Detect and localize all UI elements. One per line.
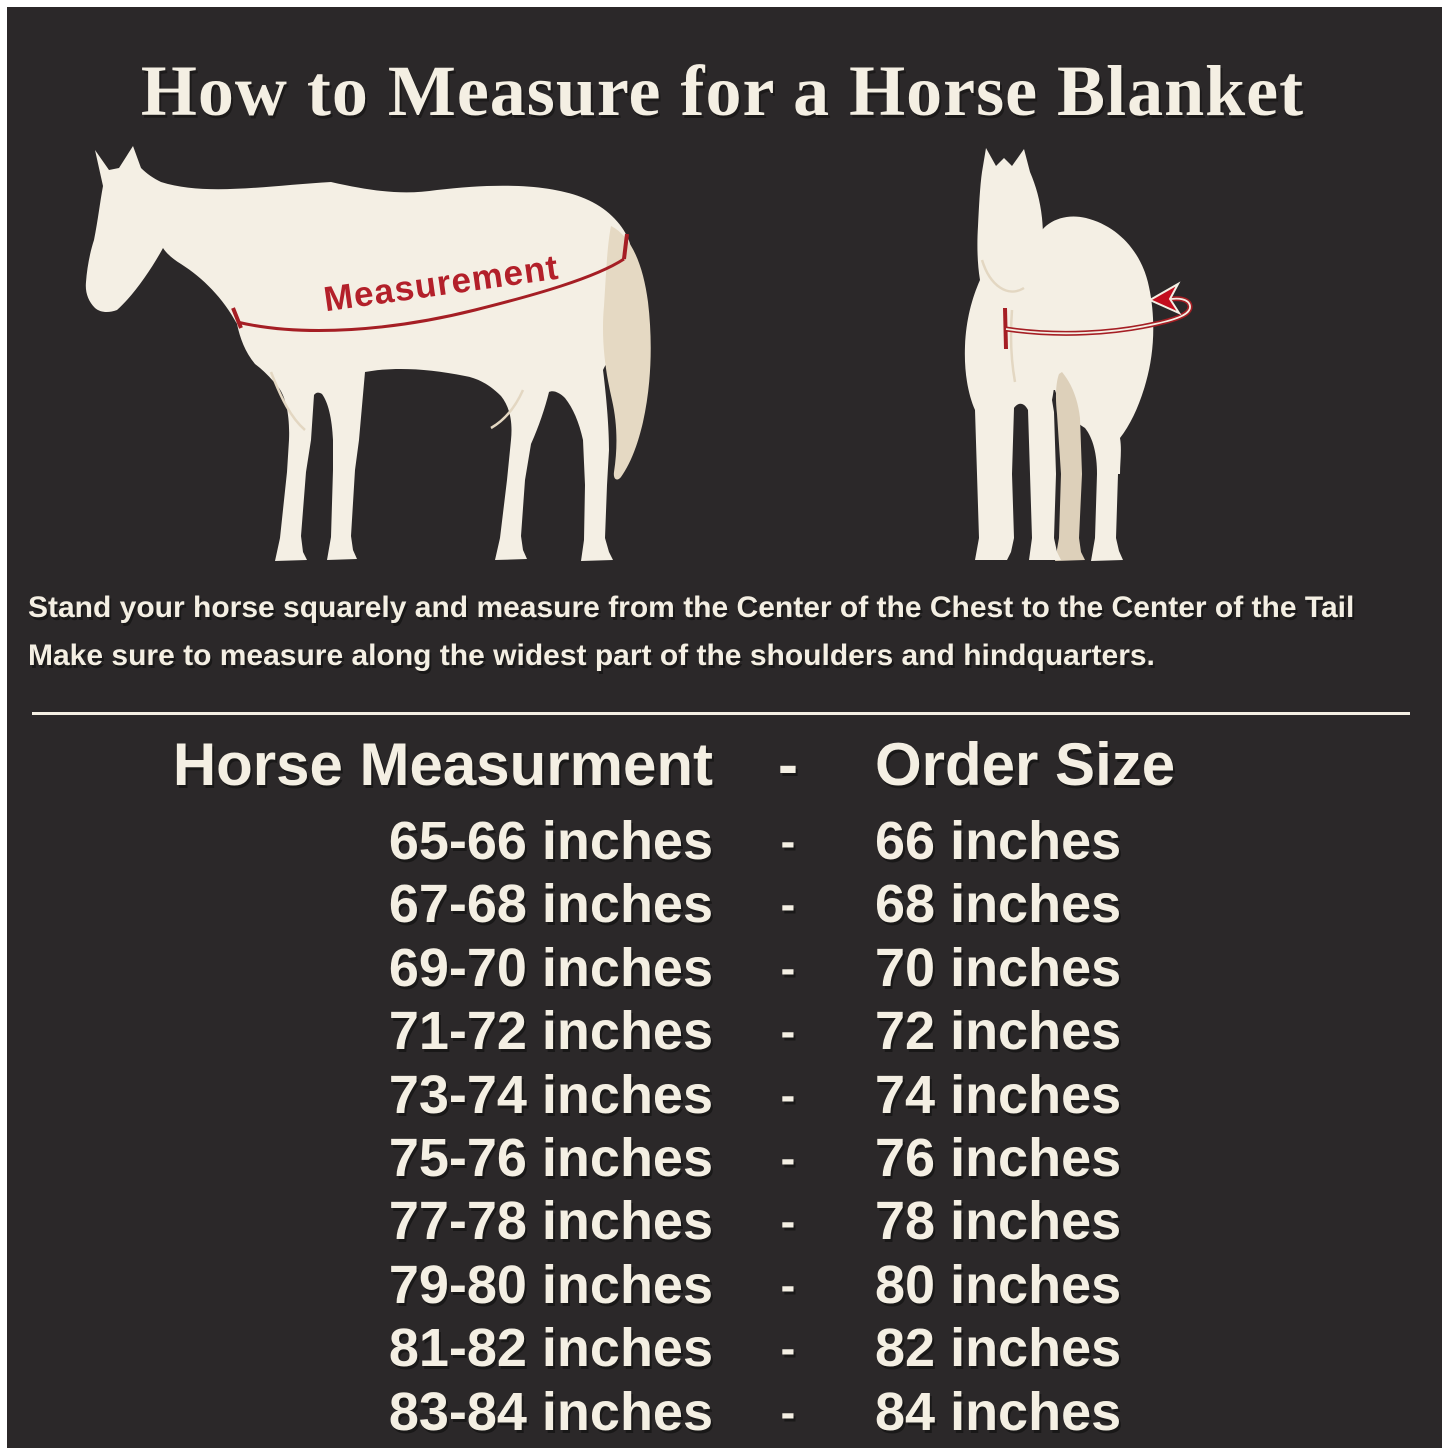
row-separator: - xyxy=(780,817,796,866)
row-size: 66 inches xyxy=(875,811,1122,871)
row-separator: - xyxy=(780,1133,796,1183)
row-separator: - xyxy=(780,1070,796,1120)
row-measurement: 83-84 inches xyxy=(388,1381,713,1442)
row-measurement: 77-78 inches xyxy=(388,1191,713,1252)
table-row: 67-68 inches - 68 inches xyxy=(168,873,1343,936)
front-horse-illustration xyxy=(950,142,1200,572)
measurement-end-tick xyxy=(622,233,629,260)
side-horse-shading-crease-hind xyxy=(490,389,525,430)
row-separator: - xyxy=(780,1260,796,1310)
table-row: 77-78 inches - 78 inches xyxy=(168,1190,1343,1253)
row-size: 74 inches xyxy=(875,1064,1122,1125)
instruction-line-1: Stand your horse squarely and measure fr… xyxy=(28,591,1355,624)
table-row: 81-82 inches - 82 inches xyxy=(168,1317,1343,1380)
header-separator: - xyxy=(778,731,798,798)
row-size: 78 inches xyxy=(875,1191,1122,1252)
row-measurement: 79-80 inches xyxy=(388,1254,713,1315)
measurement-chest-tick xyxy=(1003,307,1008,350)
front-horse-chest-crease xyxy=(1009,309,1017,383)
row-size: 80 inches xyxy=(875,1254,1122,1315)
side-horse-svg xyxy=(85,146,651,561)
row-size: 82 inches xyxy=(875,1318,1122,1379)
page-title: How to Measure for a Horse Blanket xyxy=(140,51,1305,131)
row-measurement: 73-74 inches xyxy=(388,1064,713,1125)
row-measurement: 75-76 inches xyxy=(388,1127,713,1188)
front-horse-barrel xyxy=(1036,216,1154,562)
measurement-arrow-icon xyxy=(1147,281,1182,316)
instructions: Stand your horse squarely and measure fr… xyxy=(28,584,1428,680)
table-row: 73-74 inches - 74 inches xyxy=(168,1064,1343,1127)
row-size: 68 inches xyxy=(875,874,1122,935)
measurement-line xyxy=(236,257,625,333)
side-horse-shading-crease xyxy=(269,371,306,431)
row-separator: - xyxy=(780,943,796,993)
table-row: 79-80 inches - 80 inches xyxy=(168,1254,1343,1317)
row-separator: - xyxy=(780,1387,796,1437)
table-row: 65-66 inches - 66 inches xyxy=(168,810,1343,873)
header-size-label: Order Size xyxy=(875,731,1176,798)
table-row: 69-70 inches - 70 inches xyxy=(168,937,1343,1000)
row-size: 70 inches xyxy=(875,937,1122,998)
front-horse-jaw-crease xyxy=(980,259,1025,293)
row-separator: - xyxy=(780,880,796,930)
divider-line xyxy=(32,712,1410,715)
row-measurement: 69-70 inches xyxy=(388,937,713,998)
front-horse-far-leg xyxy=(1055,372,1085,561)
row-size: 72 inches xyxy=(875,1001,1122,1062)
front-horse-head-chest xyxy=(964,148,1061,560)
row-measurement: 71-72 inches xyxy=(388,1001,713,1062)
size-table-header: Horse Measurment - Order Size xyxy=(168,726,1343,804)
side-horse-body xyxy=(85,146,633,561)
row-measurement: 81-82 inches xyxy=(388,1318,713,1379)
header-measurement-label: Horse Measurment xyxy=(172,731,713,798)
row-size: 84 inches xyxy=(875,1381,1122,1442)
front-horse-svg xyxy=(964,148,1193,562)
measurement-start-tick xyxy=(231,307,243,329)
table-row: 83-84 inches - 84 inches xyxy=(168,1381,1343,1444)
measurement-tape-inner xyxy=(1005,297,1191,335)
table-row: 75-76 inches - 76 inches xyxy=(168,1127,1343,1190)
table-row: 71-72 inches - 72 inches xyxy=(168,1000,1343,1063)
row-separator: - xyxy=(780,1197,796,1247)
row-measurement: 65-66 inches xyxy=(388,811,713,871)
instruction-line-2: Make sure to measure along the widest pa… xyxy=(28,639,1155,672)
row-measurement: 67-68 inches xyxy=(388,874,713,935)
side-horse-illustration: Measurement xyxy=(75,140,675,580)
size-table-body: 65-66 inches - 66 inches 67-68 inches - 68 in… xyxy=(168,810,1343,1444)
diagram-area: Measurement xyxy=(0,140,1445,580)
row-separator: - xyxy=(780,1007,796,1057)
row-separator: - xyxy=(780,1324,796,1374)
row-size: 76 inches xyxy=(875,1127,1122,1188)
side-horse-tail xyxy=(602,226,651,480)
